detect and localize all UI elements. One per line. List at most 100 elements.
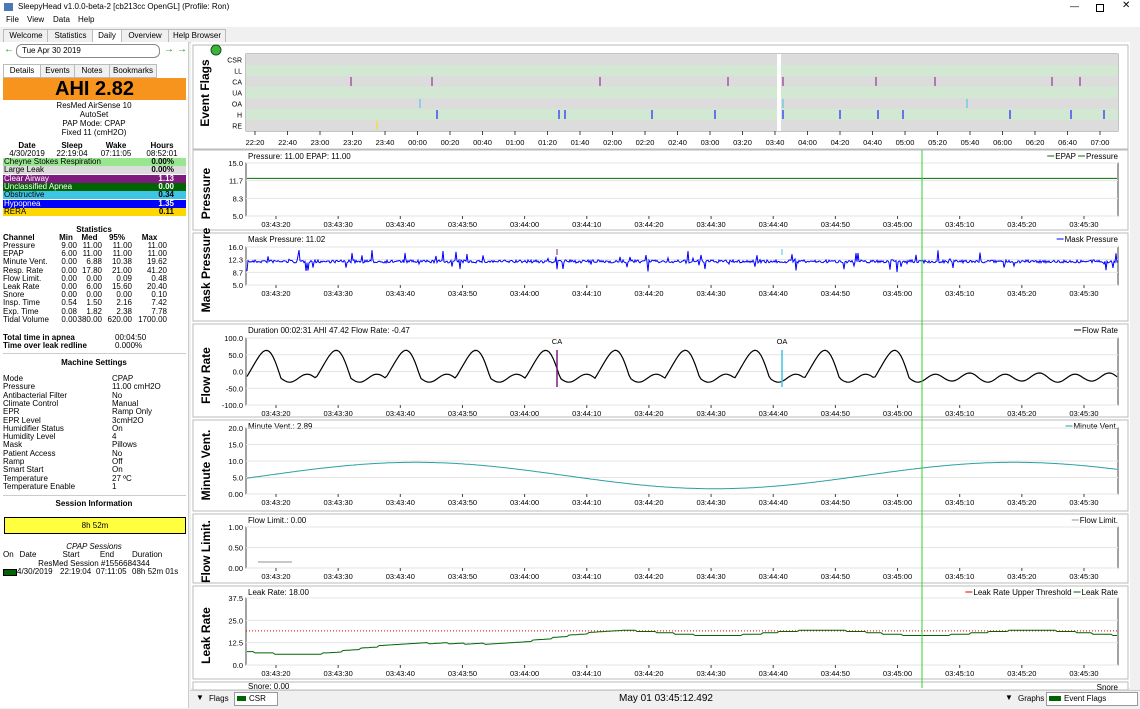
statistics-cell: 21.00 [111,265,132,275]
subtab[interactable]: Details [3,64,41,78]
statistics-cell: 0.00 [61,290,77,300]
tab[interactable]: Welcome [3,29,49,42]
x-tick-label: 22:40 [278,138,297,147]
subtab[interactable]: Notes [74,64,110,78]
flag-combo[interactable] [234,692,278,706]
setting-value: Off [112,457,123,466]
plot-area [245,246,1119,286]
flags-button[interactable]: ▼ [196,693,204,702]
machine-info: ResMed AirSense 10 [56,101,132,110]
prev-day-button[interactable]: ← [4,44,14,55]
view-marker [777,54,781,131]
x-tick-label: 03:44:10 [572,409,601,418]
menu-item[interactable]: View [27,15,45,24]
waveform [246,349,1118,383]
session-header: On [3,550,14,559]
graph-combo[interactable] [1046,692,1138,706]
menu-item[interactable]: File [6,15,19,24]
x-tick-label: 03:44:40 [759,498,788,507]
setting-value: Ramp Only [112,407,153,417]
setting-value: No [112,448,123,458]
x-tick-label: 03:45:00 [883,289,912,298]
x-tick-label: 03:43:40 [386,498,415,507]
x-tick-label: 03:43:20 [261,669,290,678]
x-tick-label: 03:20 [733,138,752,147]
x-tick-label: 03:00 [701,138,720,147]
y-tick-label: 12.3 [228,256,243,265]
setting-name: EPR [3,407,20,417]
x-tick-label: 03:44:10 [572,572,601,581]
event-row [3,207,186,216]
statistics-cell: Snore [3,290,25,300]
statistics-cell: 0.00 [116,290,132,300]
flags-label[interactable]: Flags [209,694,229,703]
menu-item[interactable]: Help [78,15,95,24]
statistics-cell: 0.00 [61,273,77,283]
graph-info: Leak Rate: 18.00 [248,588,309,597]
flag-row [246,98,1118,109]
session-bar: 8h 52m [4,517,186,534]
x-tick-label: 03:45:10 [945,669,974,678]
x-tick-label: 03:44:30 [696,220,725,229]
tab[interactable]: Overview [121,29,169,42]
x-tick-label: 03:43:30 [324,498,353,507]
times-value: 4/30/2019 [9,149,45,158]
y-tick-label: 1.00 [228,523,243,532]
statistics-cell: 11.00 [147,249,167,259]
menu-item[interactable]: Data [53,15,70,24]
x-tick-label: 03:44:50 [821,289,850,298]
event-value: 1.35 [158,198,174,208]
x-tick-label: 00:00 [408,138,427,147]
tab[interactable]: Statistics [47,29,94,42]
session-checkbox[interactable] [3,569,17,576]
statistics-cell: 6.00 [86,282,102,291]
event-name: Obstructive [4,190,45,200]
flag-swatch [237,696,246,701]
event-value: 0.11 [158,206,174,216]
statistics-cell: 17.80 [81,265,102,275]
statistics-cell: 1.82 [86,306,102,316]
x-tick-label: 03:43:20 [261,220,290,229]
x-tick-label: 07:00 [1091,138,1110,147]
y-tick-label: 0.00 [228,564,243,573]
graphs-label[interactable]: Graphs [1018,694,1045,703]
statistics-cell: 11.00 [112,241,132,250]
plot-area [245,162,1119,217]
setting-value: On [112,423,123,433]
x-tick-label: 03:43:20 [261,572,290,581]
statistics-cell: 19.62 [146,257,167,267]
x-tick-label: 03:45:00 [883,572,912,581]
tab[interactable]: Daily [92,29,122,42]
graphs-button[interactable]: ▼ [1005,693,1013,702]
statistics-cell: 11.00 [147,241,167,250]
event-name: Unclassified Apnea [4,181,73,191]
date-picker[interactable] [16,44,160,58]
x-tick-label: 03:44:20 [634,289,663,298]
y-tick-label: 15.0 [228,159,243,168]
maximize-button[interactable] [1096,4,1104,12]
subtab[interactable]: Events [40,64,75,78]
subtab[interactable]: Bookmarks [109,64,157,78]
setting-name: Climate Control [3,398,59,408]
x-tick-label: 06:40 [1058,138,1077,147]
statistics-header: Med [81,233,98,242]
setting-name: Patient Access [3,448,56,458]
statistics-cell: 0.09 [116,273,132,283]
tab[interactable]: Help Browser [168,29,226,42]
last-day-button[interactable]: → [177,44,187,55]
waveform [247,629,1117,655]
statistics-cell: 380.00 [77,314,102,324]
x-tick-label: 03:43:40 [386,409,415,418]
statistics-header: 95% [108,233,125,242]
minimize-button[interactable]: — [1070,1,1079,11]
x-tick-label: 04:00 [798,138,817,147]
graph-box [192,681,1129,691]
date-text: Tue Apr 30 2019 [22,46,81,55]
graph-label: Minute Vent. [199,430,213,501]
x-tick-label: 03:45:00 [883,409,912,418]
close-button[interactable]: ✕ [1122,0,1131,11]
next-day-button[interactable]: → [164,44,174,55]
statistics-cell: 15.60 [111,282,132,291]
footer-bar [190,690,1140,709]
statistics-cell: 0.48 [151,273,167,283]
